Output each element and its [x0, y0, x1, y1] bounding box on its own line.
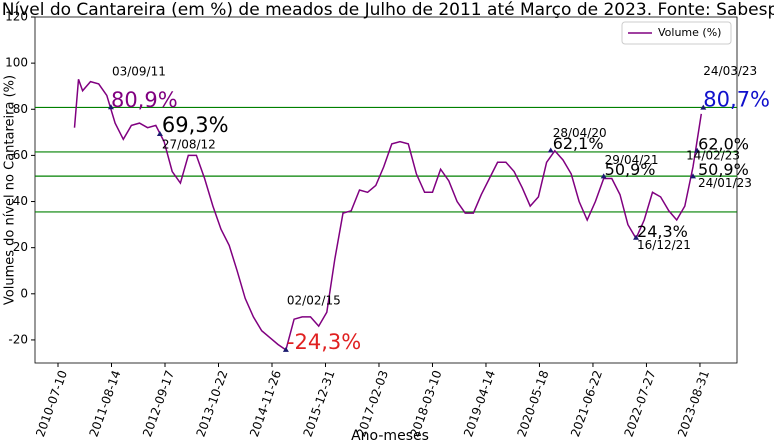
annotation-date: 24/01/23: [698, 176, 752, 190]
legend-box: [621, 21, 732, 45]
y-tick-label: 40: [13, 194, 28, 208]
annotation-value: 80,7%: [703, 88, 770, 112]
annotation-marker: [694, 147, 701, 153]
y-tick-label: 0: [20, 286, 28, 300]
annotation-marker: [547, 147, 554, 153]
x-tick-label: 2023-08-31: [675, 368, 712, 438]
chart-title: Nível do Cantareira (em %) de meados de …: [2, 0, 774, 20]
x-tick-label: 2015-12-31: [301, 368, 338, 438]
annotation-marker: [107, 104, 114, 110]
annotation-marker: [600, 173, 607, 179]
annotation-date: 24/03/23: [703, 64, 757, 78]
y-tick-label: 60: [13, 148, 28, 162]
annotation-marker: [633, 234, 640, 240]
annotation-date: 02/02/15: [287, 293, 341, 307]
annotation-marker: [700, 104, 707, 110]
x-tick-label: 2011-08-14: [87, 368, 124, 438]
annotation-marker: [282, 346, 289, 352]
x-tick-label: 2021-06-22: [568, 368, 605, 438]
annotation-value: 62,0%: [698, 134, 749, 153]
x-tick-label: 2019-04-14: [461, 368, 498, 438]
annotation-value: 69,3%: [162, 113, 229, 137]
x-axis-label: Ano-meses: [351, 428, 429, 443]
annotation-date: 16/12/21: [637, 238, 691, 252]
y-tick-label: -20: [8, 332, 28, 346]
x-tick-label: 2014-11-26: [247, 368, 284, 438]
y-tick-label: 120: [5, 10, 28, 24]
annotation-date: 03/09/11: [112, 65, 166, 79]
annotation-value: 24,3%: [637, 222, 688, 241]
annotation-value: 50,9%: [605, 160, 656, 179]
annotation-value: -24,3%: [287, 330, 361, 354]
y-axis-label: Volumes do nível no Cantareira (%): [3, 75, 18, 305]
annotation-value: 62,1%: [553, 134, 604, 153]
y-tick-label: 20: [13, 240, 28, 254]
annotation-date: 29/04/21: [605, 153, 659, 167]
annotation-marker: [689, 173, 696, 179]
annotation-date: 27/08/12: [162, 137, 216, 151]
x-tick-label: 2020-05-18: [515, 368, 552, 438]
y-tick-label: 80: [13, 102, 28, 116]
annotation-date: 14/02/23: [686, 148, 740, 162]
data-line: [73, 79, 703, 352]
x-tick-label: 2012-09-17: [140, 368, 177, 438]
x-tick-label: 2022-07-27: [622, 368, 659, 438]
plot-frame: [34, 16, 738, 364]
annotation-date: 28/04/20: [553, 126, 607, 140]
annotation-value: 50,9%: [698, 160, 749, 179]
annotation-value: 80,9%: [111, 88, 178, 112]
annotation-marker: [156, 130, 163, 136]
x-tick-label: 2010-07-10: [33, 368, 70, 438]
legend-label: Volume (%): [658, 26, 721, 39]
x-tick-label: 2013-10-22: [194, 368, 231, 438]
y-tick-label: 100: [5, 56, 28, 70]
